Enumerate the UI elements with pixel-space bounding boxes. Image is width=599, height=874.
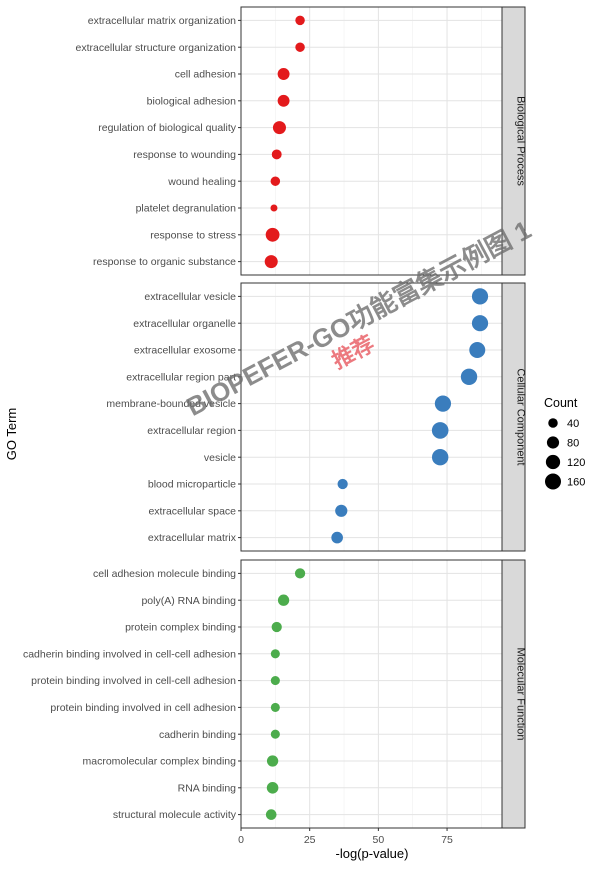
facet-strip-label: Cellular Component (515, 368, 527, 465)
data-point (460, 368, 478, 386)
facet-panels: Biological Process extracellular matrix o… (23, 6, 527, 829)
x-tick-label: 75 (441, 834, 453, 846)
y-tick-label: extracellular region (147, 425, 236, 437)
facet-strip (501, 282, 526, 552)
y-tick-label: response to stress (150, 229, 236, 241)
y-tick-label: extracellular organelle (133, 318, 236, 330)
facet-strip (501, 559, 526, 829)
data-point (337, 478, 348, 490)
y-tick-label: wound healing (167, 176, 236, 188)
y-tick-label: RNA binding (178, 782, 237, 794)
y-tick-label: membrane-bounded vesicle (106, 398, 236, 410)
data-point (271, 149, 282, 160)
y-tick-label: extracellular structure organization (76, 42, 237, 54)
facet-strip (501, 6, 526, 276)
data-point (277, 594, 290, 606)
y-tick-label: protein binding involved in cell-cell ad… (31, 675, 236, 687)
watermark: BIOPEFER-GO功能富集示例图 1 推荐 (181, 214, 536, 422)
y-axis-title: GO Term (4, 408, 19, 461)
y-tick-label: vesicle (204, 452, 236, 464)
legend-key (548, 418, 558, 428)
y-tick-label: extracellular space (148, 505, 236, 517)
legend-key (544, 473, 562, 490)
data-point (431, 448, 449, 466)
facet-panel: Cellular Component extracellular vesicle e… (106, 282, 527, 552)
facet-panel: Molecular Function cell adhesion molecule… (23, 559, 527, 829)
data-point (271, 621, 282, 633)
data-point (469, 341, 486, 359)
data-point (471, 315, 489, 332)
data-point (270, 649, 280, 659)
legend-label: 40 (567, 418, 579, 430)
data-point (265, 809, 277, 820)
data-point (266, 781, 279, 794)
y-tick-label: extracellular region part (126, 371, 236, 383)
y-tick-label: response to organic substance (93, 256, 236, 268)
y-tick-label: response to wounding (133, 149, 236, 161)
y-tick-label: protein complex binding (125, 622, 236, 634)
x-tick-label: 0 (238, 834, 244, 846)
data-point (335, 504, 348, 517)
x-tick-label: 50 (373, 834, 385, 846)
data-point (434, 395, 452, 412)
y-tick-label: biological adhesion (147, 95, 236, 107)
x-axis-title: -log(p-value) (336, 846, 409, 861)
facet-panel: Biological Process extracellular matrix o… (76, 6, 527, 276)
data-point (431, 422, 449, 439)
facet-strip-label: Biological Process (515, 96, 527, 186)
y-tick-label: regulation of biological quality (98, 122, 237, 134)
y-tick-label: macromolecular complex binding (83, 756, 237, 768)
y-tick-label: extracellular vesicle (144, 291, 236, 303)
data-point (331, 531, 343, 544)
data-point (294, 568, 306, 579)
x-axis: 0 25 50 75 (238, 828, 453, 846)
y-tick-label: protein binding involved in cell adhesio… (50, 702, 236, 714)
y-tick-label: blood microparticle (148, 479, 236, 491)
y-tick-label: poly(A) RNA binding (141, 595, 236, 607)
size-legend: Count 40 80 120 160 (544, 396, 585, 490)
x-tick-label: 25 (304, 834, 316, 846)
data-point (295, 42, 305, 52)
data-point (270, 176, 281, 186)
data-point (266, 755, 279, 767)
data-point (264, 255, 278, 269)
y-tick-label: cadherin binding involved in cell-cell a… (23, 648, 236, 660)
y-tick-label: cadherin binding (159, 729, 236, 741)
y-tick-label: platelet degranulation (136, 203, 237, 215)
legend-key (545, 454, 561, 470)
data-point (471, 288, 489, 305)
legend-label: 160 (567, 477, 585, 489)
y-tick-label: extracellular matrix (148, 532, 237, 544)
y-tick-label: structural molecule activity (113, 809, 237, 821)
data-point (270, 702, 280, 712)
y-tick-label: cell adhesion molecule binding (93, 568, 236, 580)
legend-title: Count (544, 396, 578, 410)
legend-label: 120 (567, 457, 585, 469)
y-tick-label: cell adhesion (175, 69, 236, 81)
data-point (277, 68, 290, 80)
data-point (270, 676, 280, 686)
y-tick-label: extracellular exosome (134, 345, 236, 357)
facet-strip-label: Molecular Function (515, 648, 527, 741)
data-point (295, 15, 305, 26)
data-point (270, 729, 280, 739)
data-point (272, 121, 286, 135)
legend-key (546, 436, 560, 449)
y-tick-label: extracellular matrix organization (88, 15, 236, 27)
data-point (265, 227, 280, 242)
data-point (270, 204, 278, 212)
data-point (277, 94, 290, 107)
legend-label: 80 (567, 438, 579, 450)
